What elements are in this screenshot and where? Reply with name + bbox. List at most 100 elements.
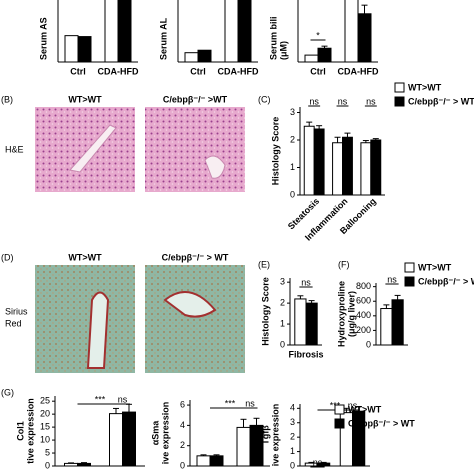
vessel (163, 291, 217, 318)
bar (209, 455, 224, 467)
bar (391, 299, 404, 346)
panel-label: (E) (258, 259, 270, 269)
y-tick-label: 800 (356, 281, 371, 291)
y-tick-label: 20 (40, 409, 50, 419)
bar (370, 139, 382, 196)
bar (380, 308, 393, 346)
legend-swatch (334, 404, 345, 415)
legend-label: WT>WT (348, 404, 382, 414)
y-axis-label: (μg/g liver) (346, 291, 356, 337)
y-axis-label: ive expression (160, 402, 170, 465)
y-tick-label: 3 (280, 277, 285, 287)
bar (196, 455, 211, 467)
panel-label: (D) (1, 252, 14, 262)
legend-label: C/ebpβ⁻/⁻ > WT (348, 418, 415, 428)
bar (77, 36, 92, 63)
y-tick-label: 5 (45, 447, 50, 457)
significance-label: ns (348, 400, 358, 410)
y-tick-label: 4 (290, 403, 295, 413)
chart: (E) Histology Score 0 1 2 3 Fibrosis ns (258, 259, 324, 359)
bar (64, 35, 79, 63)
bar (77, 462, 91, 467)
x-tick-label: Ctrl (310, 66, 326, 76)
panel-label: (B) (1, 94, 13, 104)
bar (224, 0, 239, 63)
y-tick-label: 0 (45, 460, 50, 470)
sirius-image-ko (145, 265, 245, 373)
x-tick-label: Fibrosis (288, 349, 323, 359)
y-tick-label: 2 (280, 298, 285, 308)
legend-swatch (394, 96, 405, 107)
y-axis-label: Col1 (15, 421, 25, 441)
y-axis-label: Serum AL (158, 17, 168, 60)
y-axis-label: Histology Score (270, 117, 280, 186)
significance-label: ns (309, 96, 319, 106)
bar (237, 0, 252, 63)
bar (344, 0, 359, 63)
y-tick-label: 400 (356, 310, 371, 320)
legend-label: WT>WT (408, 82, 442, 92)
y-axis-label: tive expression (25, 398, 35, 464)
bar (304, 54, 319, 63)
legend-swatch (404, 276, 415, 287)
he-image-wt (35, 107, 135, 192)
panel-label: (C) (258, 94, 271, 104)
significance-label: ns (245, 398, 255, 408)
legend-label: WT>WT (418, 262, 452, 272)
y-tick-label: 0 (290, 460, 295, 470)
row-label: Red (5, 318, 22, 328)
y-axis-label: Serum bili (268, 16, 278, 60)
bar (236, 426, 251, 467)
bar (305, 302, 318, 346)
bar (357, 13, 372, 63)
significance-label: ns (118, 394, 128, 404)
y-axis-label: αSma (150, 420, 160, 446)
y-tick-label: 0 (180, 460, 185, 470)
vessel (86, 291, 110, 369)
bar (332, 142, 344, 196)
legend-swatch (404, 262, 415, 273)
bar (109, 413, 123, 467)
significance-label: ns (387, 274, 397, 284)
row-label: H&E (5, 144, 24, 154)
legend-swatch (394, 82, 405, 93)
column-title: C/ebpβ⁻/⁻ >WT (163, 94, 228, 104)
bar (122, 411, 136, 467)
legend-swatch (334, 418, 345, 429)
x-tick-label: CDA-HFD (218, 66, 259, 76)
vessel (69, 124, 117, 173)
sirius-image-wt (35, 265, 135, 373)
y-tick-label: 0 (366, 339, 371, 349)
significance-label: ns (338, 96, 348, 106)
y-axis-label: ive expression (270, 404, 280, 467)
y-axis-label: Serum AS (38, 17, 48, 60)
column-title: C/ebpβ⁻/⁻ > WT (162, 252, 229, 262)
x-tick-label: CDA-HFD (98, 66, 139, 76)
chart: αSma ive expression 0 2 4 6 *** ns (150, 398, 270, 470)
chart: (F) Hydroxyproline (μg/g liver) 0 200 400 600 8… (336, 259, 474, 349)
legend-label: C/ebpβ⁻/⁻ > WT (408, 96, 474, 106)
x-tick-label: Ctrl (190, 66, 206, 76)
panel-label: (F) (338, 259, 350, 269)
column-title: WT>WT (68, 94, 102, 104)
bar (294, 298, 307, 346)
chart: Serum bili (μM) Ctrl CDA-HFD * (268, 0, 379, 76)
y-tick-label: 2 (180, 440, 185, 450)
y-tick-label: 3 (290, 417, 295, 427)
vessel (204, 155, 226, 179)
chart: (G) Col1 tive expression 0 5 10 15 20 25 *** ns (1, 387, 145, 470)
bar (360, 142, 372, 196)
bar (184, 52, 199, 63)
y-axis-label: Tgfβ (260, 425, 270, 445)
row-label: Sirius (5, 306, 28, 316)
bar (342, 136, 353, 196)
y-tick-label: 6 (180, 399, 185, 409)
x-tick-label: CDA-HFD (338, 66, 379, 76)
y-tick-label: 2 (290, 432, 295, 442)
panel-label: (G) (1, 387, 14, 397)
bar (117, 0, 132, 63)
y-tick-label: 10 (40, 434, 50, 444)
significance-label: *** (95, 394, 106, 404)
significance-label: *** (225, 398, 236, 408)
y-tick-label: 200 (356, 325, 371, 335)
